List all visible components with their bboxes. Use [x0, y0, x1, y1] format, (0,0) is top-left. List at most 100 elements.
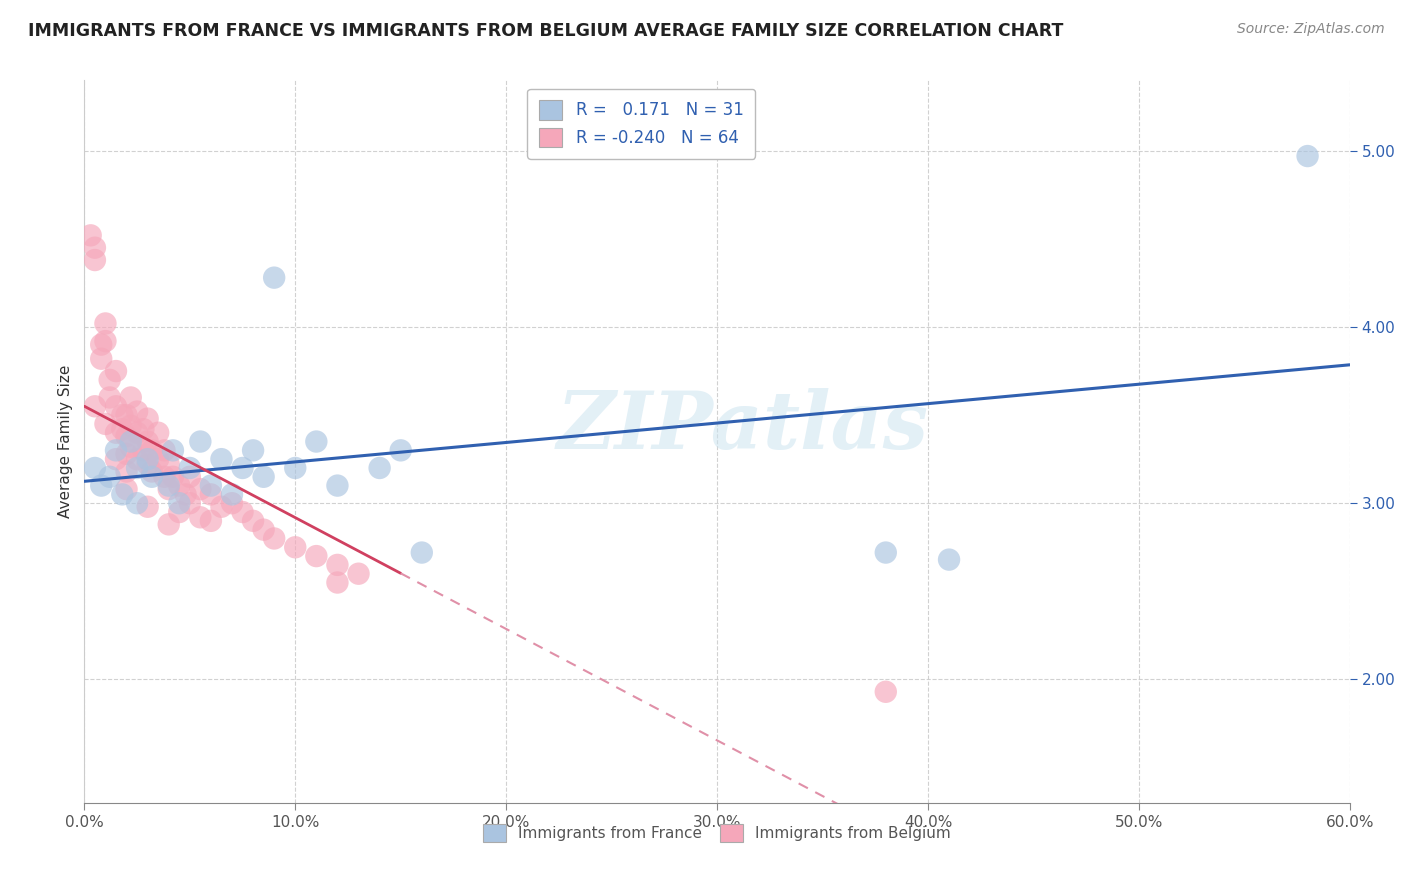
- Point: [111, 422, 134, 436]
- Point: [105, 452, 127, 467]
- Point: [157, 458, 180, 472]
- Text: ZIPatlas: ZIPatlas: [557, 388, 928, 466]
- Point: [1296, 149, 1319, 163]
- Point: [221, 487, 243, 501]
- Point: [253, 470, 276, 484]
- Point: [127, 496, 149, 510]
- Point: [120, 440, 142, 454]
- Point: [115, 408, 138, 422]
- Point: [188, 482, 212, 496]
- Point: [153, 470, 176, 484]
- Point: [94, 417, 117, 431]
- Point: [188, 510, 212, 524]
- Point: [115, 482, 138, 496]
- Point: [136, 500, 159, 514]
- Point: [90, 337, 112, 351]
- Point: [231, 461, 254, 475]
- Text: Source: ZipAtlas.com: Source: ZipAtlas.com: [1237, 22, 1385, 37]
- Point: [162, 470, 184, 484]
- Point: [127, 404, 149, 418]
- Point: [105, 399, 127, 413]
- Point: [115, 429, 138, 443]
- Point: [188, 434, 212, 449]
- Point: [284, 541, 307, 555]
- Point: [162, 443, 184, 458]
- Point: [875, 685, 897, 699]
- Point: [120, 434, 142, 449]
- Point: [132, 422, 155, 436]
- Point: [305, 549, 328, 563]
- Point: [136, 411, 159, 425]
- Point: [326, 575, 349, 590]
- Point: [98, 470, 121, 484]
- Point: [84, 461, 107, 475]
- Point: [253, 523, 276, 537]
- Point: [141, 470, 163, 484]
- Point: [200, 514, 222, 528]
- Y-axis label: Average Family Size: Average Family Size: [58, 365, 73, 518]
- Point: [105, 364, 127, 378]
- Point: [211, 452, 233, 467]
- Point: [157, 478, 180, 492]
- Point: [174, 487, 197, 501]
- Point: [169, 505, 191, 519]
- Point: [211, 500, 233, 514]
- Point: [127, 425, 149, 440]
- Point: [90, 351, 112, 366]
- Point: [326, 478, 349, 492]
- Point: [98, 391, 121, 405]
- Point: [148, 425, 170, 440]
- Point: [263, 532, 285, 546]
- Point: [148, 452, 170, 467]
- Legend: Immigrants from France, Immigrants from Belgium: Immigrants from France, Immigrants from …: [475, 816, 959, 849]
- Point: [389, 443, 412, 458]
- Point: [115, 465, 138, 479]
- Point: [200, 478, 222, 492]
- Point: [141, 465, 163, 479]
- Point: [111, 487, 134, 501]
- Point: [179, 496, 201, 510]
- Point: [136, 434, 159, 449]
- Point: [132, 443, 155, 458]
- Point: [938, 552, 960, 566]
- Point: [120, 418, 142, 433]
- Point: [305, 434, 328, 449]
- Point: [157, 517, 180, 532]
- Point: [326, 558, 349, 572]
- Point: [221, 496, 243, 510]
- Point: [120, 391, 142, 405]
- Point: [153, 443, 176, 458]
- Point: [94, 334, 117, 348]
- Point: [79, 228, 103, 243]
- Point: [127, 452, 149, 467]
- Point: [347, 566, 370, 581]
- Point: [179, 461, 201, 475]
- Point: [111, 408, 134, 422]
- Point: [90, 478, 112, 492]
- Point: [242, 443, 264, 458]
- Point: [84, 241, 107, 255]
- Point: [231, 505, 254, 519]
- Point: [284, 461, 307, 475]
- Point: [141, 443, 163, 458]
- Point: [179, 470, 201, 484]
- Point: [200, 487, 222, 501]
- Point: [242, 514, 264, 528]
- Point: [263, 270, 285, 285]
- Point: [157, 482, 180, 496]
- Point: [136, 452, 159, 467]
- Point: [169, 496, 191, 510]
- Point: [368, 461, 391, 475]
- Point: [84, 399, 107, 413]
- Point: [127, 461, 149, 475]
- Point: [136, 458, 159, 472]
- Point: [105, 425, 127, 440]
- Point: [169, 478, 191, 492]
- Point: [105, 443, 127, 458]
- Point: [115, 447, 138, 461]
- Point: [94, 317, 117, 331]
- Point: [411, 545, 433, 559]
- Point: [98, 373, 121, 387]
- Point: [84, 253, 107, 268]
- Text: IMMIGRANTS FROM FRANCE VS IMMIGRANTS FROM BELGIUM AVERAGE FAMILY SIZE CORRELATIO: IMMIGRANTS FROM FRANCE VS IMMIGRANTS FRO…: [28, 22, 1063, 40]
